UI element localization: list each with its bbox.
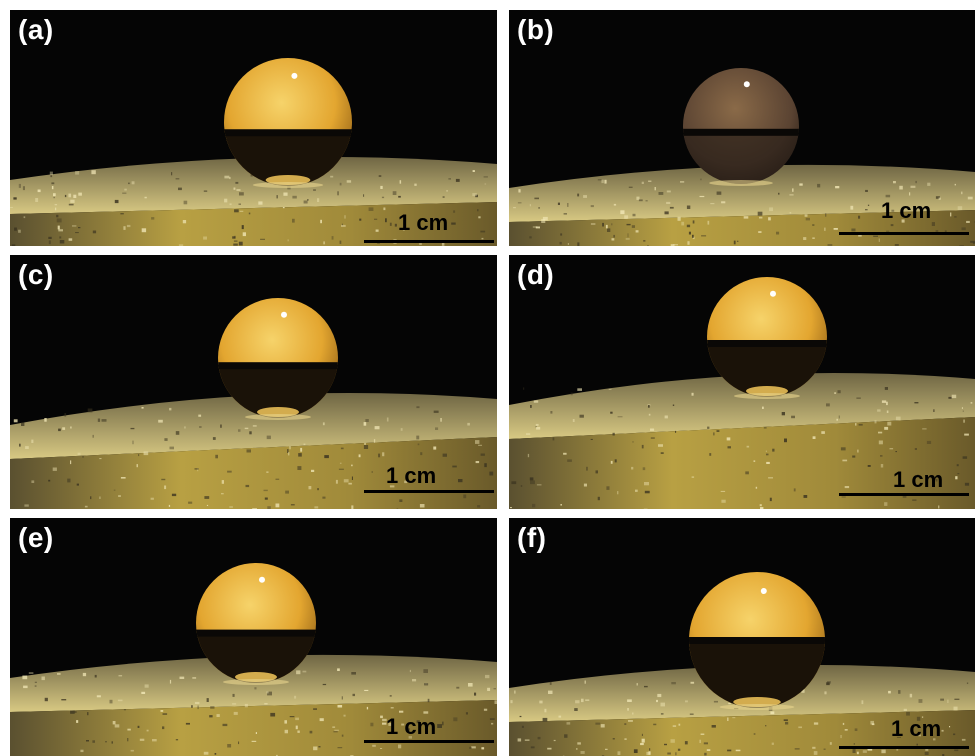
surface-side — [10, 202, 497, 246]
photo-panel: (b) 1 cm — [509, 10, 975, 246]
scale-bar-label: 1 cm — [893, 467, 944, 492]
surface-top — [10, 392, 497, 459]
scale-bar-label: 1 cm — [398, 210, 449, 235]
surface-side — [509, 210, 975, 246]
droplet-photo — [509, 255, 975, 509]
liquid-droplet — [683, 68, 799, 184]
photo-panel: (c) 1 cm — [10, 255, 497, 509]
droplet-photo — [10, 255, 497, 509]
droplet-photo — [509, 10, 975, 246]
photo-panel: (d) 1 cm — [509, 255, 975, 509]
photo-panel: (a) 1 cm — [10, 10, 497, 246]
panel-label: (a) — [18, 14, 54, 45]
scale-bar-label: 1 cm — [881, 198, 932, 223]
scale-bar-label: 1 cm — [386, 463, 437, 488]
panel-label: (d) — [517, 259, 555, 290]
scale-bar-label: 1 cm — [386, 714, 437, 739]
panel-label: (f) — [517, 522, 547, 553]
panel-label: (c) — [18, 259, 54, 290]
surface-top — [509, 164, 975, 222]
scale-bar — [839, 232, 969, 235]
droplet-photo — [10, 518, 497, 756]
droplet-photo — [10, 10, 497, 246]
photo-panel: (f) 1 cm — [509, 518, 975, 756]
scale-bar — [839, 746, 969, 749]
panel-label: (e) — [18, 522, 54, 553]
scale-bar — [364, 740, 494, 743]
scale-bar — [364, 490, 494, 493]
scale-bar — [839, 493, 969, 496]
photo-panel: (e) 1 cm — [10, 518, 497, 756]
scale-bar-label: 1 cm — [891, 716, 942, 741]
droplet-photo — [509, 518, 975, 756]
surface-side — [509, 417, 975, 509]
surface-top — [509, 372, 975, 439]
scale-bar — [364, 240, 494, 243]
liquid-droplet — [689, 572, 825, 708]
panel-label: (b) — [517, 14, 555, 45]
surface-side — [509, 710, 975, 756]
